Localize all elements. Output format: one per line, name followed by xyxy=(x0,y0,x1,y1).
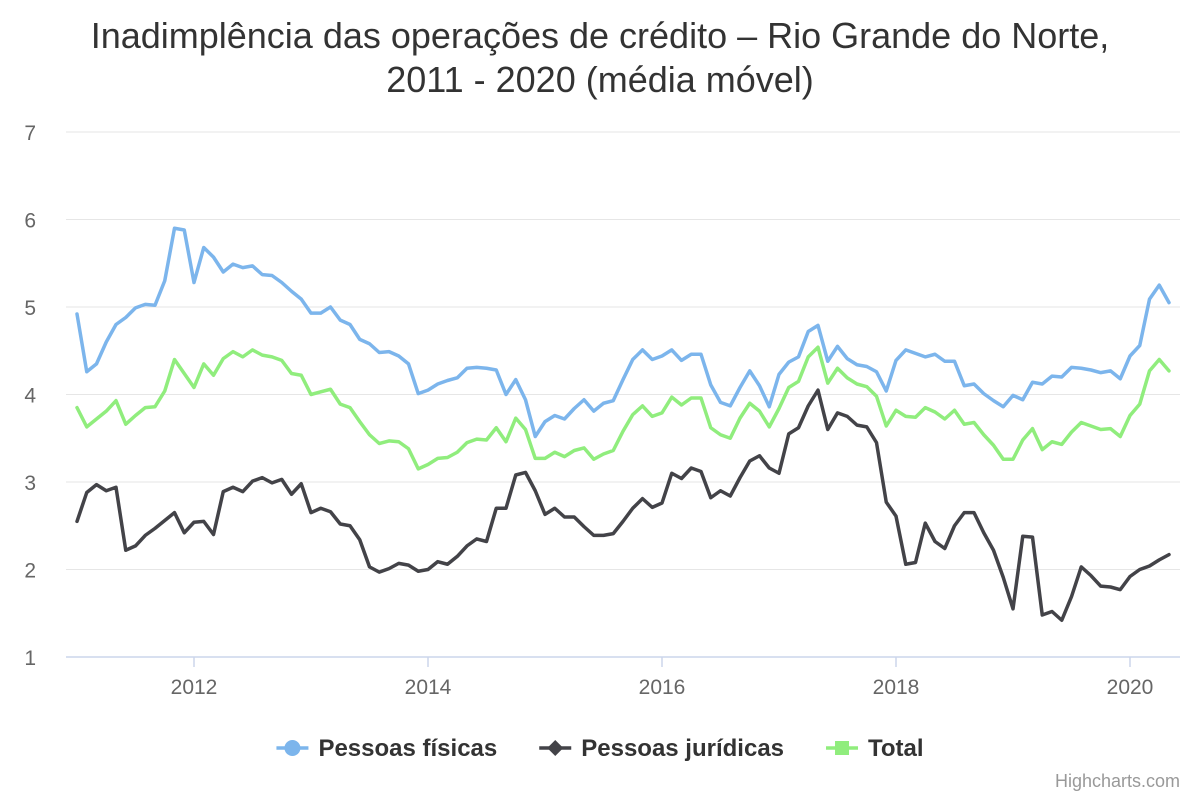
series-line-3[interactable] xyxy=(75,345,1171,471)
y-tick-label: 3 xyxy=(24,472,36,495)
y-tick-label: 1 xyxy=(24,647,36,670)
legend-item-3[interactable]: Total xyxy=(826,735,924,762)
chart-title: Inadimplência das operações de crédito –… xyxy=(0,14,1200,102)
chart-title-line-2: 2011 - 2020 (média móvel) xyxy=(386,59,814,100)
gridlines xyxy=(66,131,1180,570)
x-tick-label: 2014 xyxy=(405,676,452,699)
legend-diamond-marker xyxy=(547,740,564,756)
legend: Pessoas físicas Pessoas jurídicas Total xyxy=(276,735,924,762)
axes: 1 2 3 4 5 6 7 2012 2014 2016 2018 2020 xyxy=(24,122,1180,699)
y-tick-label: 6 xyxy=(24,210,36,233)
y-tick-label: 5 xyxy=(24,297,36,320)
y-tick-label: 4 xyxy=(24,385,36,408)
x-tick-label: 2018 xyxy=(873,676,920,699)
x-tick-label: 2012 xyxy=(171,676,218,699)
y-tick-label: 2 xyxy=(24,560,36,583)
legend-circle-marker xyxy=(284,740,301,756)
series-lines xyxy=(75,226,1171,622)
legend-label: Total xyxy=(868,735,924,762)
y-tick-label: 7 xyxy=(24,122,36,145)
series-line-2[interactable] xyxy=(75,388,1171,622)
series-line-1[interactable] xyxy=(75,226,1171,439)
legend-label: Pessoas físicas xyxy=(318,735,497,762)
legend-item-1[interactable]: Pessoas físicas xyxy=(276,735,497,762)
x-tick-label: 2020 xyxy=(1107,676,1154,699)
legend-square-marker xyxy=(835,741,850,755)
x-tick-label: 2016 xyxy=(639,676,686,699)
chart-title-line-1: Inadimplência das operações de crédito –… xyxy=(90,15,1110,56)
legend-item-2[interactable]: Pessoas jurídicas xyxy=(539,735,784,762)
credits-link[interactable]: Highcharts.com xyxy=(1054,771,1180,791)
legend-label: Pessoas jurídicas xyxy=(581,735,784,762)
